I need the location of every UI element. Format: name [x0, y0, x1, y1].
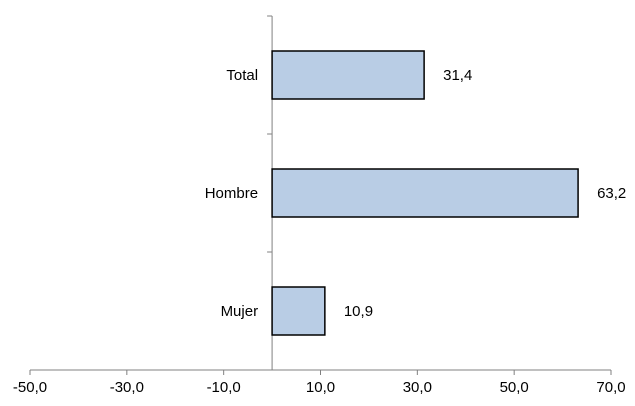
- data-label: 31,4: [443, 67, 472, 84]
- x-tick-label: 10,0: [306, 379, 335, 396]
- bar-total: [271, 50, 425, 100]
- bar-hombre: [271, 168, 579, 218]
- category-label: Total: [226, 67, 258, 84]
- bars-group: [271, 50, 579, 336]
- data-label: 10,9: [344, 303, 373, 320]
- x-tick-label: 50,0: [500, 379, 529, 396]
- category-label: Mujer: [221, 303, 259, 320]
- x-tick-label: -10,0: [207, 379, 241, 396]
- x-tick-label: -30,0: [110, 379, 144, 396]
- category-label: Hombre: [205, 185, 258, 202]
- bar-mujer: [271, 286, 326, 336]
- data-label: 63,2: [597, 185, 626, 202]
- labels-group: -50,0 -30,0 -10,0 10,0 30,0 50,0 70,0 Total 31,4…: [13, 67, 626, 396]
- x-tick-label: -50,0: [13, 379, 47, 396]
- x-tick-label: 30,0: [403, 379, 432, 396]
- x-tick-label: 70,0: [596, 379, 625, 396]
